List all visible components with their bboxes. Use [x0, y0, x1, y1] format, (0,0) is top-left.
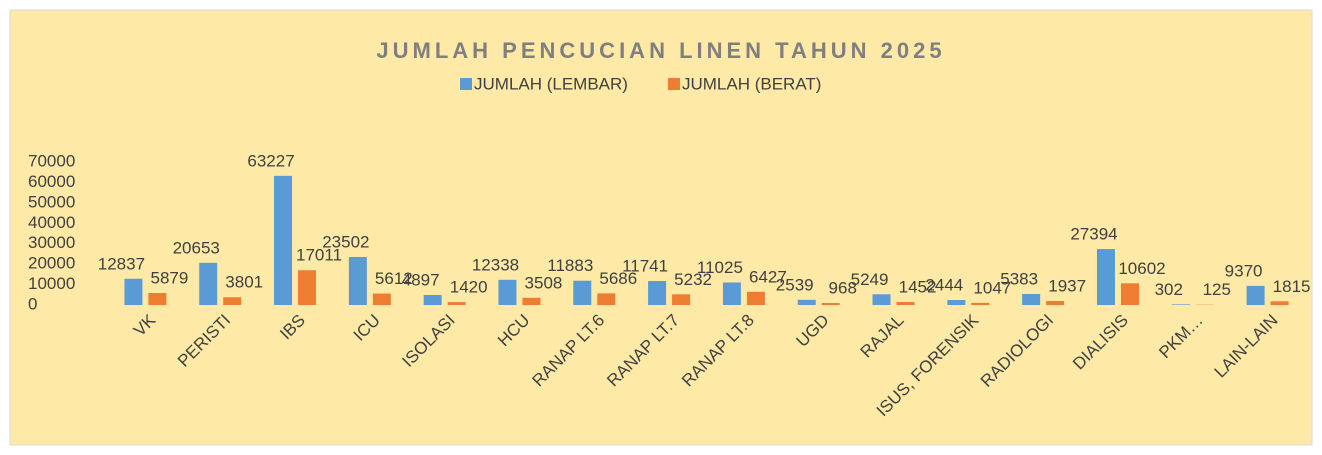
bar	[1120, 283, 1139, 305]
bar	[1022, 294, 1041, 305]
bar	[1046, 301, 1065, 305]
y-tick-label: 10000	[28, 274, 75, 293]
bar	[872, 294, 891, 305]
bar	[947, 300, 966, 305]
bar	[1096, 249, 1115, 305]
data-label: 125	[1203, 280, 1231, 299]
bar	[971, 302, 990, 305]
y-tick-label: 30000	[28, 233, 75, 252]
data-label: 968	[829, 279, 857, 298]
bar	[821, 303, 840, 305]
bar	[372, 293, 391, 305]
bar	[348, 256, 367, 305]
data-label: 5232	[674, 270, 712, 289]
data-label: 5249	[851, 270, 889, 289]
bar	[223, 297, 242, 305]
data-label: 11025	[697, 258, 743, 277]
data-label: 27394	[1070, 225, 1117, 244]
bar	[797, 299, 816, 305]
bar	[423, 294, 442, 305]
data-label: 6427	[749, 267, 787, 286]
bar	[1246, 285, 1265, 305]
legend-label: JUMLAH (BERAT)	[682, 74, 821, 93]
y-tick-label: 50000	[28, 192, 75, 211]
data-label: 2444	[925, 275, 963, 294]
y-tick-label: 60000	[28, 172, 75, 191]
bar	[1270, 301, 1289, 305]
bar	[648, 281, 667, 305]
bar	[522, 297, 541, 305]
bar	[274, 175, 293, 305]
data-label: 1937	[1048, 277, 1086, 296]
data-label: 1047	[973, 278, 1011, 297]
data-label: 3801	[225, 273, 263, 292]
bar	[722, 282, 741, 305]
y-tick-label: 20000	[28, 254, 75, 273]
data-label: 3508	[525, 273, 563, 292]
chart-area	[9, 9, 1313, 446]
y-tick-label: 40000	[28, 213, 75, 232]
data-label: 2539	[776, 275, 814, 294]
bar	[148, 292, 167, 305]
y-tick-label: 70000	[28, 151, 75, 170]
data-label: 63227	[247, 151, 294, 170]
data-label: 9370	[1225, 261, 1263, 280]
data-label: 1452	[899, 278, 937, 297]
data-label: 5383	[1000, 269, 1038, 288]
bar	[746, 291, 765, 305]
legend-swatch	[460, 78, 472, 90]
bar	[199, 262, 218, 305]
bar	[447, 302, 466, 305]
data-label: 11883	[547, 256, 593, 275]
data-label: 10602	[1118, 259, 1165, 278]
legend-label: JUMLAH (LEMBAR)	[474, 74, 628, 93]
bar	[298, 270, 317, 305]
bar	[672, 294, 691, 305]
chart-title: JUMLAH PENCUCIAN LINEN TAHUN 2025	[376, 38, 945, 63]
data-label: 20653	[173, 238, 220, 257]
data-label: 1815	[1273, 277, 1311, 296]
bar	[573, 280, 592, 305]
data-label: 17011	[296, 246, 342, 265]
bar	[124, 278, 143, 305]
data-label: 302	[1155, 280, 1183, 299]
bar	[1171, 304, 1190, 305]
bar	[498, 279, 517, 305]
data-label: 5612	[375, 269, 413, 288]
data-label: 4897	[402, 270, 440, 289]
data-label: 5686	[599, 269, 637, 288]
legend-swatch	[667, 78, 680, 90]
data-label: 23502	[322, 232, 369, 251]
data-label: 5879	[150, 268, 188, 287]
data-label: 12338	[472, 255, 519, 274]
data-label: 1420	[450, 278, 488, 297]
data-label: 11741	[622, 256, 668, 275]
y-tick-label: 0	[28, 294, 37, 313]
bar	[597, 293, 616, 305]
bar	[896, 302, 915, 305]
data-label: 12837	[98, 254, 145, 273]
